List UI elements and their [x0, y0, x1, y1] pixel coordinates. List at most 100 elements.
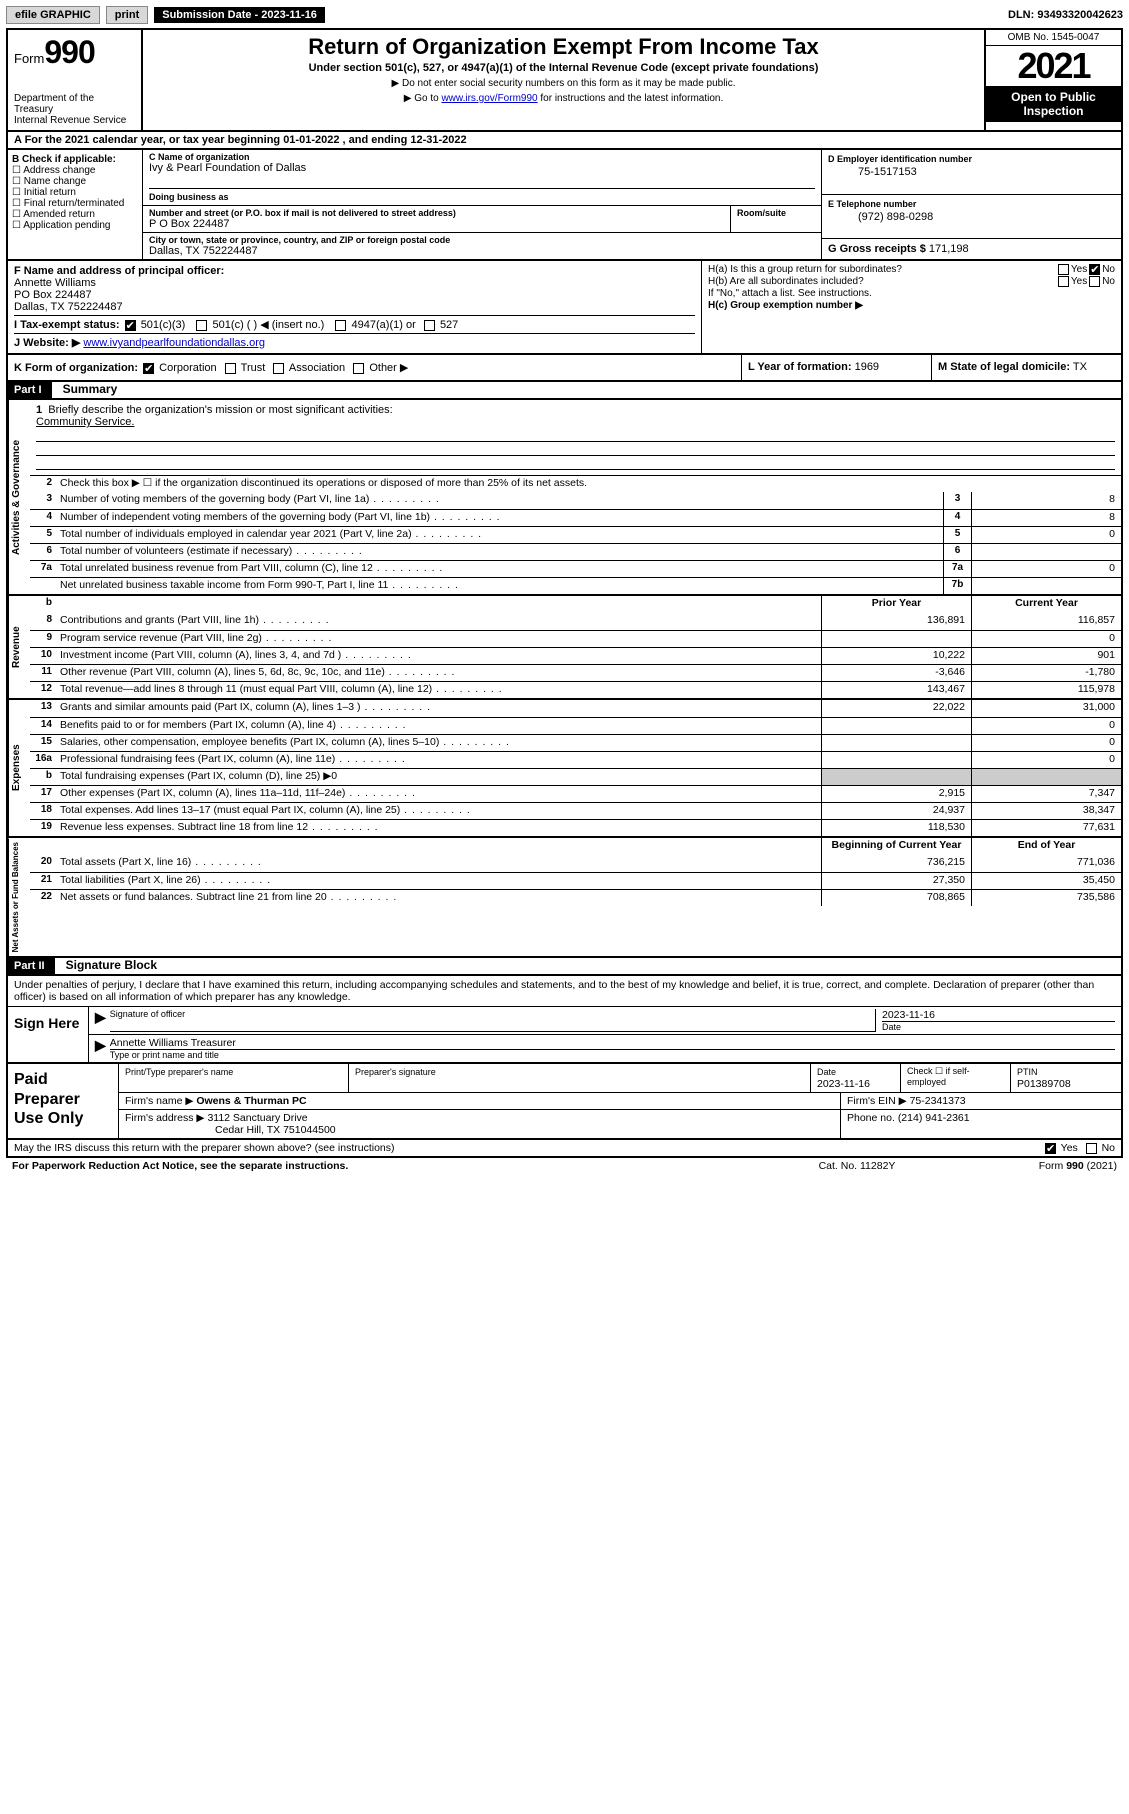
firm-name: Owens & Thurman PC — [196, 1095, 306, 1107]
table-row: 4Number of independent voting members of… — [30, 509, 1121, 526]
org-city: Dallas, TX 752224487 — [149, 245, 815, 257]
table-row: 20Total assets (Part X, line 16)736,2157… — [30, 855, 1121, 872]
table-row: 7aTotal unrelated business revenue from … — [30, 560, 1121, 577]
hb-no[interactable]: No — [1087, 276, 1115, 287]
page-footer: For Paperwork Reduction Act Notice, see … — [6, 1158, 1123, 1174]
officer-name: Annette Williams — [14, 277, 695, 289]
year-formation: 1969 — [855, 361, 879, 373]
line-klm: K Form of organization: Corporation Trus… — [6, 355, 1123, 382]
table-row: 3Number of voting members of the governi… — [30, 492, 1121, 509]
table-row: 15Salaries, other compensation, employee… — [30, 734, 1121, 751]
omb-number: OMB No. 1545-0047 — [986, 30, 1121, 46]
form-number: 990 — [44, 34, 94, 70]
arrow-icon: ▶ — [95, 1009, 106, 1032]
firm-addr1: 3112 Sanctuary Drive — [207, 1112, 307, 1124]
chk-initial[interactable]: ☐ Initial return — [12, 187, 138, 198]
discuss-no[interactable]: No — [1084, 1142, 1115, 1154]
form-header: Form990 Department of the Treasury Inter… — [6, 28, 1123, 132]
table-row: 21Total liabilities (Part X, line 26)27,… — [30, 872, 1121, 889]
block-fh: F Name and address of principal officer:… — [6, 261, 1123, 355]
table-row: 12Total revenue—add lines 8 through 11 (… — [30, 681, 1121, 698]
website-link[interactable]: www.ivyandpearlfoundationdallas.org — [83, 337, 265, 349]
discuss-yes[interactable]: Yes — [1043, 1142, 1078, 1154]
chk-final[interactable]: ☐ Final return/terminated — [12, 198, 138, 209]
tel-value: (972) 898-0298 — [828, 211, 1115, 223]
vtab-expenses: Expenses — [8, 700, 30, 836]
table-row: 18Total expenses. Add lines 13–17 (must … — [30, 802, 1121, 819]
arrow-icon: ▶ — [95, 1037, 106, 1060]
table-row: 16aProfessional fundraising fees (Part I… — [30, 751, 1121, 768]
efile-topbar: efile GRAPHIC print Submission Date - 20… — [6, 6, 1123, 24]
org-address: P O Box 224487 — [149, 218, 724, 230]
cat-no: Cat. No. 11282Y — [757, 1160, 957, 1172]
line-a: A For the 2021 calendar year, or tax yea… — [6, 132, 1123, 150]
sign-date: 2023-11-16 — [882, 1009, 1115, 1021]
block-b: B Check if applicable: ☐ Address change … — [8, 150, 143, 259]
firm-addr2: Cedar Hill, TX 751044500 — [125, 1124, 336, 1136]
block-bcd: B Check if applicable: ☐ Address change … — [6, 150, 1123, 261]
form-word: Form — [14, 51, 44, 66]
section-governance: Activities & Governance 1 Briefly descri… — [6, 400, 1123, 596]
firm-phone: (214) 941-2361 — [898, 1112, 970, 1124]
part1-header: Part I Summary — [6, 382, 1123, 400]
state-domicile: TX — [1073, 361, 1087, 373]
vtab-revenue: Revenue — [8, 596, 30, 698]
subtitle-2: ▶ Do not enter social security numbers o… — [153, 78, 974, 89]
prep-date: 2023-11-16 — [817, 1078, 870, 1090]
table-row: Net unrelated business taxable income fr… — [30, 577, 1121, 594]
print-button[interactable]: print — [106, 6, 148, 24]
hb-yes[interactable]: Yes — [1056, 276, 1087, 287]
ha-yes[interactable]: Yes — [1056, 264, 1087, 275]
mission-text: Community Service. — [36, 416, 134, 428]
part2-header: Part II Signature Block — [6, 958, 1123, 976]
vtab-governance: Activities & Governance — [8, 400, 30, 594]
table-row: 10Investment income (Part VIII, column (… — [30, 647, 1121, 664]
discuss-row: May the IRS discuss this return with the… — [6, 1140, 1123, 1158]
section-netassets: Net Assets or Fund Balances Beginning of… — [6, 838, 1123, 958]
signer-name: Annette Williams Treasurer — [110, 1037, 1115, 1049]
officer-addr2: Dallas, TX 752224487 — [14, 301, 695, 313]
form-title: Return of Organization Exempt From Incom… — [153, 34, 974, 60]
table-row: 5Total number of individuals employed in… — [30, 526, 1121, 543]
ha-no[interactable]: No — [1087, 264, 1115, 275]
table-row: 22Net assets or fund balances. Subtract … — [30, 889, 1121, 906]
block-d: D Employer identification number 75-1517… — [821, 150, 1121, 259]
chk-address[interactable]: ☐ Address change — [12, 165, 138, 176]
dept-label: Department of the Treasury Internal Reve… — [14, 93, 135, 126]
chk-amended[interactable]: ☐ Amended return — [12, 209, 138, 220]
dln-label: DLN: 93493320042623 — [1008, 9, 1123, 21]
ptin: P01389708 — [1017, 1078, 1071, 1090]
open-inspection: Open to Public Inspection — [986, 86, 1121, 122]
submission-date: Submission Date - 2023-11-16 — [154, 7, 325, 23]
chk-corp[interactable] — [141, 362, 156, 374]
table-row: 17Other expenses (Part IX, column (A), l… — [30, 785, 1121, 802]
preparer-block: Paid Preparer Use Only Print/Type prepar… — [6, 1064, 1123, 1140]
chk-501c3[interactable] — [123, 319, 138, 331]
gross-receipts: 171,198 — [929, 243, 969, 255]
section-expenses: Expenses 13Grants and similar amounts pa… — [6, 700, 1123, 838]
table-row: 6Total number of volunteers (estimate if… — [30, 543, 1121, 560]
vtab-netassets: Net Assets or Fund Balances — [8, 838, 30, 956]
table-row: bTotal fundraising expenses (Part IX, co… — [30, 768, 1121, 785]
subtitle-3: ▶ Go to www.irs.gov/Form990 for instruct… — [153, 93, 974, 104]
subtitle-1: Under section 501(c), 527, or 4947(a)(1)… — [153, 62, 974, 74]
chk-pending[interactable]: ☐ Application pending — [12, 220, 138, 231]
signature-block: Under penalties of perjury, I declare th… — [6, 976, 1123, 1064]
block-c: C Name of organization Ivy & Pearl Found… — [143, 150, 821, 259]
table-row: 19Revenue less expenses. Subtract line 1… — [30, 819, 1121, 836]
officer-addr1: PO Box 224487 — [14, 289, 695, 301]
table-row: 13Grants and similar amounts paid (Part … — [30, 700, 1121, 717]
section-revenue: Revenue b Prior Year Current Year 8Contr… — [6, 596, 1123, 700]
tax-year: 2021 — [986, 46, 1121, 86]
efile-label: efile GRAPHIC — [6, 6, 100, 24]
table-row: 8Contributions and grants (Part VIII, li… — [30, 613, 1121, 630]
table-row: 11Other revenue (Part VIII, column (A), … — [30, 664, 1121, 681]
table-row: 9Program service revenue (Part VIII, lin… — [30, 630, 1121, 647]
instructions-link[interactable]: www.irs.gov/Form990 — [441, 93, 537, 104]
chk-name[interactable]: ☐ Name change — [12, 176, 138, 187]
table-row: 14Benefits paid to or for members (Part … — [30, 717, 1121, 734]
firm-ein: 75-2341373 — [910, 1095, 966, 1107]
ein-value: 75-1517153 — [828, 166, 1115, 178]
org-name: Ivy & Pearl Foundation of Dallas — [149, 162, 815, 174]
form-footer: 990 — [1066, 1160, 1084, 1172]
